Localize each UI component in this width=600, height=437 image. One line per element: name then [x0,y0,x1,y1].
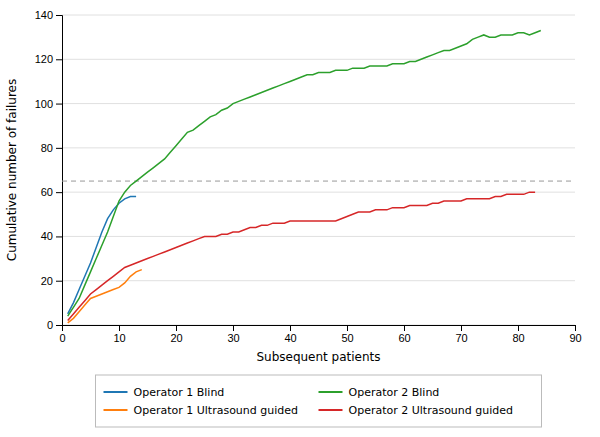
tick-label: 80 [41,142,53,154]
tick-label: 90 [569,332,581,344]
tick-label: 20 [41,275,53,287]
tick: 90 [569,325,581,344]
grid-line [62,103,575,104]
grid-line [62,147,575,148]
legend-item: Operator 1 Ultrasound guided [104,404,299,417]
tick: 60 [41,186,62,198]
tick: 100 [35,98,62,110]
tick: 60 [398,325,410,344]
legend-swatch [319,391,343,393]
series-line [68,270,142,323]
tick-label: 60 [398,332,410,344]
tick-label: 60 [41,186,53,198]
plot-area: 0 10 20 30 40 50 60 70 80 90 0 20 40 60 80 100 120 140 [35,9,582,344]
tick-label: 100 [35,98,53,110]
tick-mark [56,148,62,149]
tick-label: 70 [455,332,467,344]
tick: 30 [227,325,239,344]
tick-mark [518,325,519,331]
legend-swatch [104,409,128,411]
series-line [68,31,541,317]
tick-mark [56,236,62,237]
legend-label: Operator 2 Ultrasound guided [349,404,514,417]
tick-label: 0 [47,319,53,331]
axis-domain [63,326,576,332]
tick-mark [461,325,462,331]
grid-line [62,15,575,16]
tick-mark [56,104,62,105]
tick: 20 [41,275,62,287]
y-axis: 0 20 40 60 80 100 120 140 [35,9,63,331]
tick-mark [347,325,348,331]
tick-mark [233,325,234,331]
tick: 140 [35,9,62,21]
grid-line [62,280,575,281]
tick: 10 [113,325,125,344]
legend: Operator 1 Blind Operator 1 Ultrasound gu… [96,375,542,427]
x-axis-title: Subsequent patients [256,350,380,364]
legend-label: Operator 2 Blind [349,386,440,399]
tick: 40 [284,325,296,344]
tick: 120 [35,53,62,65]
tick-mark [56,15,62,16]
tick-mark [290,325,291,331]
tick-mark [176,325,177,331]
tick-mark [56,59,62,60]
tick-label: 30 [227,332,239,344]
reference-line [62,181,575,182]
marks [62,31,575,323]
tick-mark [575,325,576,331]
tick-label: 0 [59,332,65,344]
tick-label: 40 [284,332,296,344]
tick-label: 80 [512,332,524,344]
legend-label: Operator 1 Ultrasound guided [134,404,299,417]
grid-line [62,59,575,60]
tick-label: 20 [170,332,182,344]
grid [62,15,575,325]
tick-label: 120 [35,53,53,65]
tick: 0 [59,325,65,344]
legend-swatch [319,409,343,411]
axis-domain [56,16,63,326]
tick-mark [56,325,62,326]
legend-frame [96,375,542,427]
legend-item: Operator 1 Blind [104,386,225,399]
tick: 50 [341,325,353,344]
tick-mark [56,281,62,282]
legend-swatch [104,391,128,393]
series-line [68,197,136,314]
chart: 0 10 20 30 40 50 60 70 80 90 0 20 40 60 80 100 120 140 Sub… [0,0,600,437]
tick-label: 10 [113,332,125,344]
legend-label: Operator 1 Blind [134,386,225,399]
tick-label: 50 [341,332,353,344]
y-axis-title: Cumulative number of failures [5,79,19,262]
tick: 80 [512,325,524,344]
x-axis: 0 10 20 30 40 50 60 70 80 90 [59,325,581,344]
tick-label: 40 [41,230,53,242]
tick: 20 [170,325,182,344]
tick-mark [56,192,62,193]
grid-line [62,192,575,193]
tick-mark [404,325,405,331]
series-line [68,192,535,320]
legend-item: Operator 2 Blind [319,386,440,399]
tick-mark [119,325,120,331]
tick: 40 [41,230,62,242]
legend-item: Operator 2 Ultrasound guided [319,404,514,417]
tick: 0 [47,319,62,331]
grid-line [62,236,575,237]
tick-label: 140 [35,9,53,21]
tick: 70 [455,325,467,344]
tick: 80 [41,142,62,154]
